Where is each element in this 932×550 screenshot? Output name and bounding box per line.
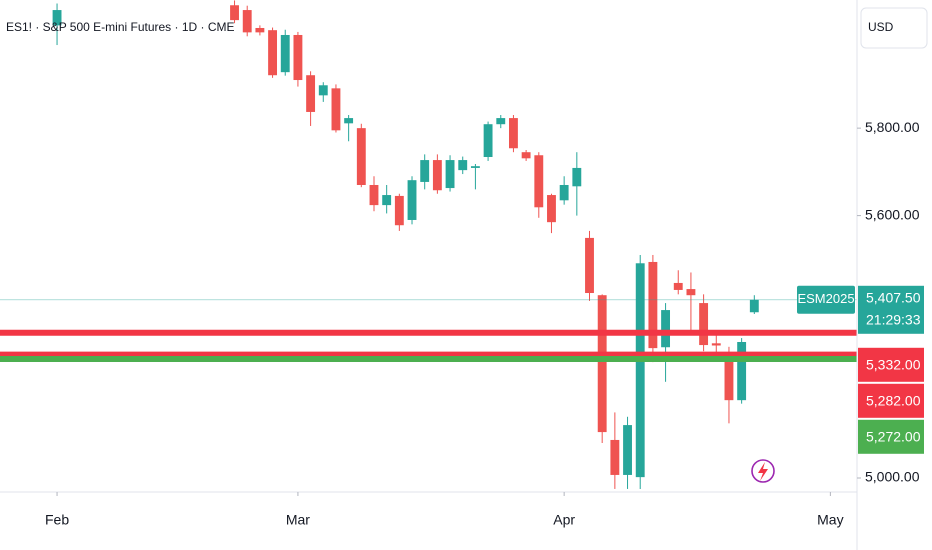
candle-body bbox=[509, 118, 518, 149]
candle-body bbox=[496, 118, 506, 125]
candle-body bbox=[673, 282, 683, 290]
candle-body bbox=[648, 261, 658, 349]
countdown-label: 21:29:33 bbox=[866, 311, 921, 327]
level-box bbox=[858, 347, 924, 382]
candle-body bbox=[521, 152, 531, 159]
candle-body bbox=[268, 30, 278, 76]
candle-body bbox=[420, 160, 430, 182]
candle-body bbox=[534, 155, 544, 208]
candle-body bbox=[610, 439, 620, 475]
candle-body bbox=[344, 118, 354, 124]
symbol-label: ESM2025 bbox=[797, 291, 854, 306]
candle-body bbox=[749, 299, 759, 313]
alert-icon[interactable] bbox=[751, 459, 775, 483]
last-price-label: 5,407.50 bbox=[866, 289, 921, 305]
candle-body bbox=[356, 128, 366, 185]
candle-body bbox=[242, 10, 252, 33]
candle-body bbox=[394, 195, 404, 226]
currency[interactable]: USD bbox=[868, 20, 894, 34]
plot-area bbox=[0, 0, 857, 489]
candle-body bbox=[699, 303, 709, 346]
level-label: 5,272.00 bbox=[866, 428, 921, 444]
x-tick-label: Mar bbox=[286, 512, 310, 528]
y-tick-label: 5,000.00 bbox=[865, 469, 920, 485]
candle-body bbox=[686, 289, 696, 296]
y-tick-label: 5,600.00 bbox=[865, 206, 920, 222]
candle-body bbox=[445, 160, 455, 189]
candle-body bbox=[293, 34, 303, 81]
candle-body bbox=[585, 237, 594, 294]
candle-body bbox=[52, 10, 62, 26]
candle-body bbox=[711, 343, 721, 346]
candle-body bbox=[306, 75, 316, 112]
candle-body bbox=[737, 341, 747, 401]
candle-body bbox=[597, 295, 607, 433]
symbol-box bbox=[797, 285, 855, 314]
last-price-box bbox=[858, 285, 924, 334]
x-tick-label: Apr bbox=[553, 512, 575, 528]
candle-body bbox=[382, 195, 392, 206]
candle-body bbox=[331, 88, 341, 131]
candle-body bbox=[432, 160, 442, 191]
candle-body bbox=[318, 85, 328, 96]
candle-body bbox=[661, 310, 671, 348]
currency-button[interactable] bbox=[860, 7, 928, 49]
candle-body bbox=[724, 352, 734, 401]
level-label: 5,282.00 bbox=[866, 392, 921, 408]
y-tick-label: 5,800.00 bbox=[865, 119, 920, 135]
candle-body bbox=[280, 34, 290, 73]
candle-body bbox=[547, 195, 556, 223]
candle-body bbox=[572, 167, 582, 187]
candle-body bbox=[230, 5, 239, 21]
candle-body bbox=[483, 124, 493, 158]
level-label: 5,332.00 bbox=[866, 356, 921, 372]
candle-body bbox=[407, 180, 417, 220]
candle-body bbox=[255, 27, 265, 33]
x-tick-label: May bbox=[817, 512, 843, 528]
candle-body bbox=[635, 263, 645, 478]
candle-body bbox=[470, 166, 480, 168]
chart-title: ES1! · S&P 500 E-mini Futures · 1D · CME bbox=[6, 20, 235, 34]
candle-body bbox=[369, 184, 379, 206]
candle-body bbox=[458, 160, 468, 171]
level-box bbox=[858, 383, 924, 418]
x-tick-label: Feb bbox=[45, 512, 69, 528]
candle-body bbox=[559, 184, 569, 201]
level-box bbox=[858, 419, 924, 454]
candle-body bbox=[623, 425, 632, 475]
